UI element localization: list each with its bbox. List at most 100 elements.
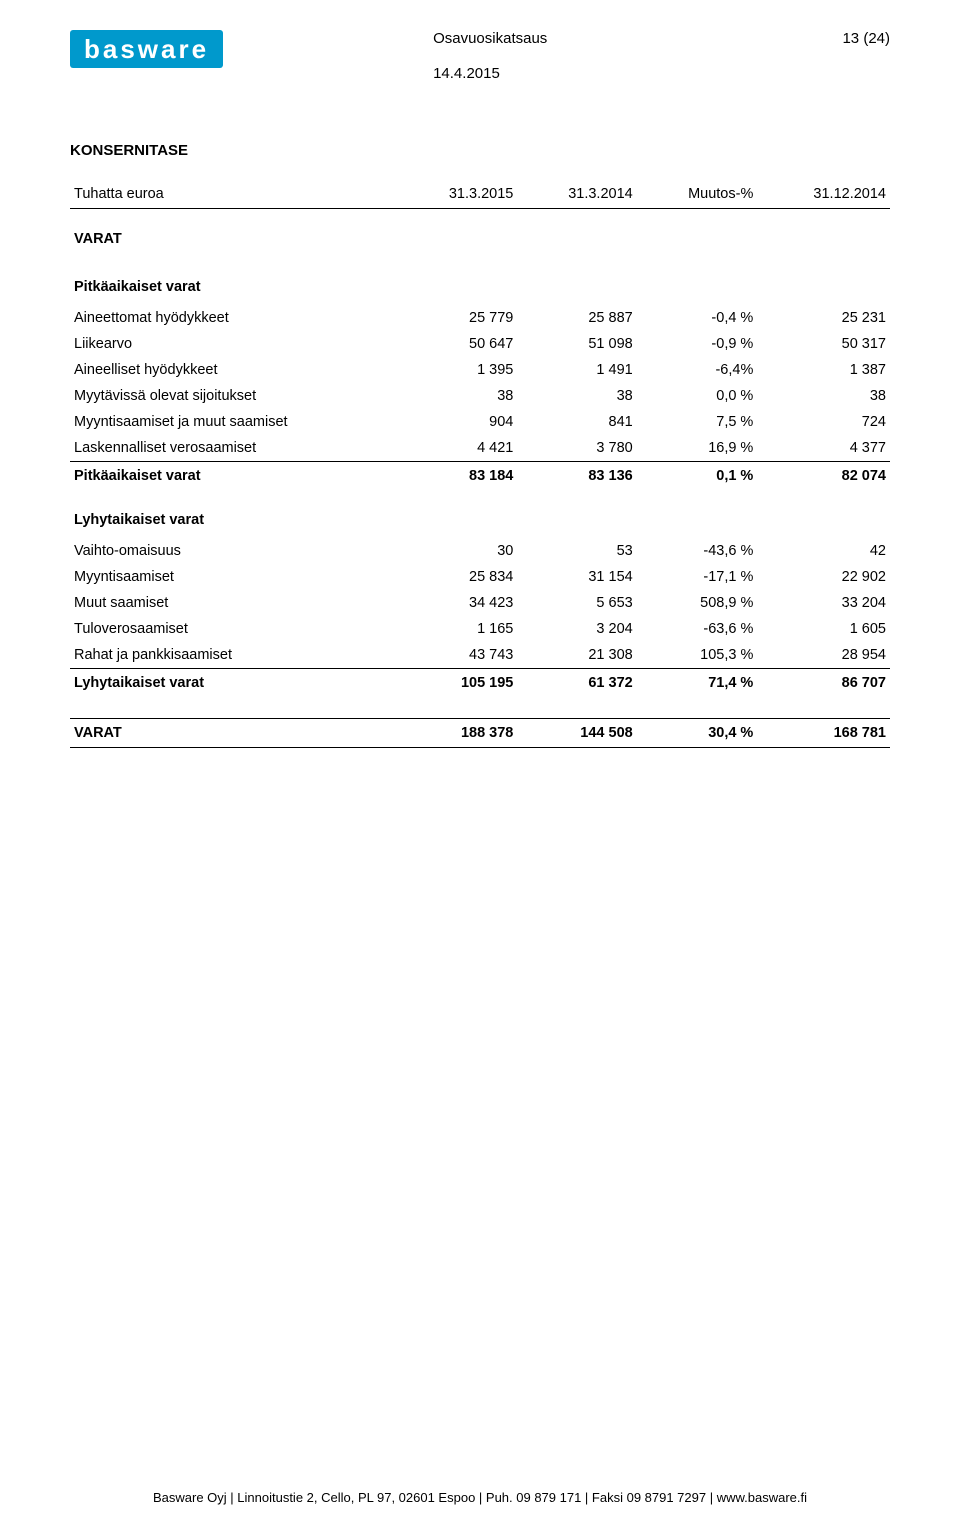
cell-value: 42	[757, 538, 890, 564]
table-row: Muut saamiset 34 423 5 653 508,9 % 33 20…	[70, 590, 890, 616]
cell-value: 38	[517, 383, 636, 409]
subtotal-row: Lyhytaikaiset varat 105 195 61 372 71,4 …	[70, 669, 890, 698]
grandtotal-value: 188 378	[398, 719, 517, 748]
table-row: Liikearvo 50 647 51 098 -0,9 % 50 317	[70, 331, 890, 357]
cell-value: 53	[517, 538, 636, 564]
cell-value: -43,6 %	[637, 538, 758, 564]
grandtotal-row: VARAT 188 378 144 508 30,4 % 168 781	[70, 719, 890, 748]
group-heading: Lyhytaikaiset varat	[70, 490, 890, 538]
cell-value: 3 204	[517, 616, 636, 642]
cell-value: 1 605	[757, 616, 890, 642]
cell-value: 5 653	[517, 590, 636, 616]
cell-value: 1 395	[398, 357, 517, 383]
cell-value: -63,6 %	[637, 616, 758, 642]
cell-value: 25 887	[517, 305, 636, 331]
grandtotal-value: 144 508	[517, 719, 636, 748]
cell-label: Rahat ja pankkisaamiset	[70, 642, 398, 669]
section-title: KONSERNITASE	[70, 142, 890, 159]
cell-value: -0,9 %	[637, 331, 758, 357]
logo: basware	[70, 30, 223, 68]
col-label: Tuhatta euroa	[70, 181, 398, 209]
cell-label: Tuloverosaamiset	[70, 616, 398, 642]
cell-value: -0,4 %	[637, 305, 758, 331]
cell-value: 33 204	[757, 590, 890, 616]
page-number: 13 (24)	[842, 30, 890, 47]
cell-value: 25 779	[398, 305, 517, 331]
table-row: Aineettomat hyödykkeet 25 779 25 887 -0,…	[70, 305, 890, 331]
cell-value: 38	[398, 383, 517, 409]
subtotal-value: 83 136	[517, 462, 636, 491]
grandtotal-value: 30,4 %	[637, 719, 758, 748]
cell-value: 50 647	[398, 331, 517, 357]
cell-value: -6,4%	[637, 357, 758, 383]
table-row: Myyntisaamiset 25 834 31 154 -17,1 % 22 …	[70, 564, 890, 590]
table-row: Rahat ja pankkisaamiset 43 743 21 308 10…	[70, 642, 890, 669]
cell-value: 3 780	[517, 435, 636, 462]
cell-value: 51 098	[517, 331, 636, 357]
cell-value: -17,1 %	[637, 564, 758, 590]
table-row: Myytävissä olevat sijoitukset 38 38 0,0 …	[70, 383, 890, 409]
cell-value: 16,9 %	[637, 435, 758, 462]
cell-value: 22 902	[757, 564, 890, 590]
cell-label: Myyntisaamiset	[70, 564, 398, 590]
cell-label: Aineettomat hyödykkeet	[70, 305, 398, 331]
subtotal-value: 83 184	[398, 462, 517, 491]
balance-sheet-table: Tuhatta euroa 31.3.2015 31.3.2014 Muutos…	[70, 181, 890, 748]
cell-label: Muut saamiset	[70, 590, 398, 616]
col-c2: 31.3.2014	[517, 181, 636, 209]
cell-value: 21 308	[517, 642, 636, 669]
grandtotal-value: 168 781	[757, 719, 890, 748]
cell-label: Vaihto-omaisuus	[70, 538, 398, 564]
subtotal-label: Pitkäaikaiset varat	[70, 462, 398, 491]
cell-value: 904	[398, 409, 517, 435]
cell-value: 4 377	[757, 435, 890, 462]
cell-value: 0,0 %	[637, 383, 758, 409]
table-row: Laskennalliset verosaamiset 4 421 3 780 …	[70, 435, 890, 462]
doc-title: Osavuosikatsaus	[433, 30, 842, 47]
cell-value: 38	[757, 383, 890, 409]
subtotal-value: 71,4 %	[637, 669, 758, 698]
cell-label: Liikearvo	[70, 331, 398, 357]
cell-value: 841	[517, 409, 636, 435]
cell-value: 724	[757, 409, 890, 435]
table-header-row: Tuhatta euroa 31.3.2015 31.3.2014 Muutos…	[70, 181, 890, 209]
group-heading-label: Lyhytaikaiset varat	[70, 490, 398, 538]
group-heading-label: Pitkäaikaiset varat	[70, 257, 398, 305]
table-row: Vaihto-omaisuus 30 53 -43,6 % 42	[70, 538, 890, 564]
page-footer: Basware Oyj | Linnoitustie 2, Cello, PL …	[0, 1490, 960, 1505]
cell-value: 50 317	[757, 331, 890, 357]
cell-value: 1 491	[517, 357, 636, 383]
col-c1: 31.3.2015	[398, 181, 517, 209]
cell-value: 30	[398, 538, 517, 564]
subtotal-value: 105 195	[398, 669, 517, 698]
cell-label: Myytävissä olevat sijoitukset	[70, 383, 398, 409]
subtotal-value: 0,1 %	[637, 462, 758, 491]
group-heading: VARAT	[70, 209, 890, 258]
cell-value: 25 834	[398, 564, 517, 590]
doc-date: 14.4.2015	[433, 65, 842, 82]
page-header: basware Osavuosikatsaus 14.4.2015 13 (24…	[70, 30, 890, 82]
subtotal-label: Lyhytaikaiset varat	[70, 669, 398, 698]
cell-value: 1 165	[398, 616, 517, 642]
cell-value: 105,3 %	[637, 642, 758, 669]
grandtotal-label: VARAT	[70, 719, 398, 748]
cell-label: Myyntisaamiset ja muut saamiset	[70, 409, 398, 435]
header-center: Osavuosikatsaus 14.4.2015	[223, 30, 842, 82]
cell-value: 34 423	[398, 590, 517, 616]
cell-label: Aineelliset hyödykkeet	[70, 357, 398, 383]
cell-value: 508,9 %	[637, 590, 758, 616]
cell-value: 28 954	[757, 642, 890, 669]
table-row: Tuloverosaamiset 1 165 3 204 -63,6 % 1 6…	[70, 616, 890, 642]
col-c4: 31.12.2014	[757, 181, 890, 209]
subtotal-value: 61 372	[517, 669, 636, 698]
cell-value: 25 231	[757, 305, 890, 331]
subtotal-value: 82 074	[757, 462, 890, 491]
group-heading: Pitkäaikaiset varat	[70, 257, 890, 305]
cell-value: 4 421	[398, 435, 517, 462]
cell-value: 1 387	[757, 357, 890, 383]
table-row: Myyntisaamiset ja muut saamiset 904 841 …	[70, 409, 890, 435]
cell-label: Laskennalliset verosaamiset	[70, 435, 398, 462]
col-c3: Muutos-%	[637, 181, 758, 209]
group-heading-label: VARAT	[70, 209, 398, 258]
subtotal-value: 86 707	[757, 669, 890, 698]
